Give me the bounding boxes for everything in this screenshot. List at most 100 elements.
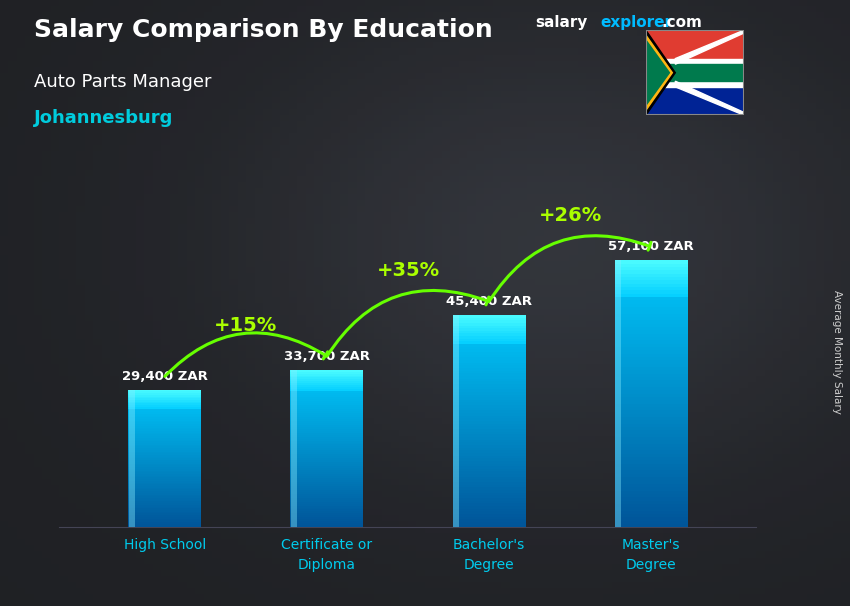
- Bar: [128, 419, 201, 421]
- Text: Johannesburg: Johannesburg: [34, 109, 173, 127]
- Bar: [291, 460, 364, 462]
- Bar: [615, 320, 688, 324]
- Bar: [291, 378, 364, 379]
- Text: salary: salary: [536, 15, 588, 30]
- Text: 33,700 ZAR: 33,700 ZAR: [284, 350, 370, 363]
- Bar: [452, 341, 525, 344]
- Bar: [128, 396, 201, 398]
- Bar: [128, 424, 201, 426]
- Bar: [452, 318, 525, 320]
- Bar: [615, 344, 688, 347]
- Bar: [452, 384, 525, 387]
- Bar: [452, 416, 525, 418]
- Bar: [615, 330, 688, 334]
- Polygon shape: [675, 81, 744, 115]
- Bar: [452, 516, 525, 519]
- Bar: [128, 519, 201, 521]
- Bar: [615, 381, 688, 384]
- Bar: [615, 317, 688, 320]
- Bar: [291, 409, 364, 411]
- Bar: [615, 524, 688, 527]
- Bar: [128, 515, 201, 517]
- Bar: [452, 490, 525, 493]
- Bar: [452, 448, 525, 450]
- Bar: [291, 510, 364, 511]
- Bar: [291, 389, 364, 391]
- Bar: [128, 426, 201, 427]
- Bar: [128, 422, 201, 424]
- Bar: [452, 456, 525, 458]
- Bar: [128, 479, 201, 481]
- Bar: [615, 521, 688, 524]
- Bar: [452, 362, 525, 365]
- Bar: [128, 455, 201, 457]
- Bar: [128, 391, 201, 393]
- Bar: [128, 460, 201, 462]
- Bar: [128, 433, 201, 435]
- Bar: [452, 325, 525, 328]
- Bar: [452, 402, 525, 405]
- Bar: [291, 518, 364, 519]
- Bar: [452, 495, 525, 498]
- Text: 29,400 ZAR: 29,400 ZAR: [122, 370, 207, 383]
- Bar: [291, 425, 364, 427]
- Bar: [291, 433, 364, 435]
- Bar: [615, 300, 688, 304]
- Bar: [291, 407, 364, 409]
- Bar: [291, 480, 364, 482]
- Bar: [615, 474, 688, 477]
- Bar: [128, 445, 201, 447]
- Bar: [615, 390, 688, 394]
- Bar: [615, 374, 688, 377]
- Bar: [128, 500, 201, 501]
- Bar: [291, 496, 364, 498]
- Bar: [291, 450, 364, 452]
- Bar: [291, 484, 364, 486]
- Bar: [291, 482, 364, 484]
- Bar: [128, 402, 201, 404]
- Bar: [615, 277, 688, 280]
- Bar: [615, 280, 688, 284]
- Bar: [128, 474, 201, 476]
- Bar: [452, 498, 525, 501]
- Bar: [291, 491, 364, 494]
- Bar: [452, 347, 525, 350]
- Bar: [615, 461, 688, 464]
- Bar: [291, 464, 364, 466]
- Bar: [291, 454, 364, 456]
- Bar: [291, 387, 364, 389]
- Bar: [291, 502, 364, 504]
- Bar: [128, 390, 201, 391]
- Bar: [452, 485, 525, 487]
- Bar: [452, 514, 525, 516]
- Bar: [128, 405, 201, 407]
- Bar: [291, 379, 364, 381]
- Bar: [646, 64, 744, 81]
- Bar: [128, 494, 201, 496]
- Bar: [615, 324, 688, 327]
- Bar: [128, 486, 201, 488]
- Bar: [452, 522, 525, 525]
- Bar: [615, 410, 688, 414]
- Bar: [452, 365, 525, 368]
- Bar: [128, 441, 201, 443]
- Bar: [615, 407, 688, 410]
- Bar: [291, 411, 364, 413]
- Bar: [128, 507, 201, 508]
- Bar: [128, 447, 201, 448]
- Bar: [452, 508, 525, 511]
- Bar: [615, 490, 688, 494]
- Bar: [291, 428, 364, 431]
- Bar: [128, 524, 201, 525]
- Bar: [615, 284, 688, 287]
- Bar: [452, 501, 525, 504]
- Bar: [452, 466, 525, 469]
- Polygon shape: [675, 30, 744, 64]
- Bar: [291, 391, 364, 393]
- Bar: [128, 470, 201, 472]
- Bar: [452, 344, 525, 347]
- Bar: [128, 467, 201, 469]
- Bar: [615, 394, 688, 397]
- Bar: [291, 415, 364, 417]
- Bar: [291, 476, 364, 478]
